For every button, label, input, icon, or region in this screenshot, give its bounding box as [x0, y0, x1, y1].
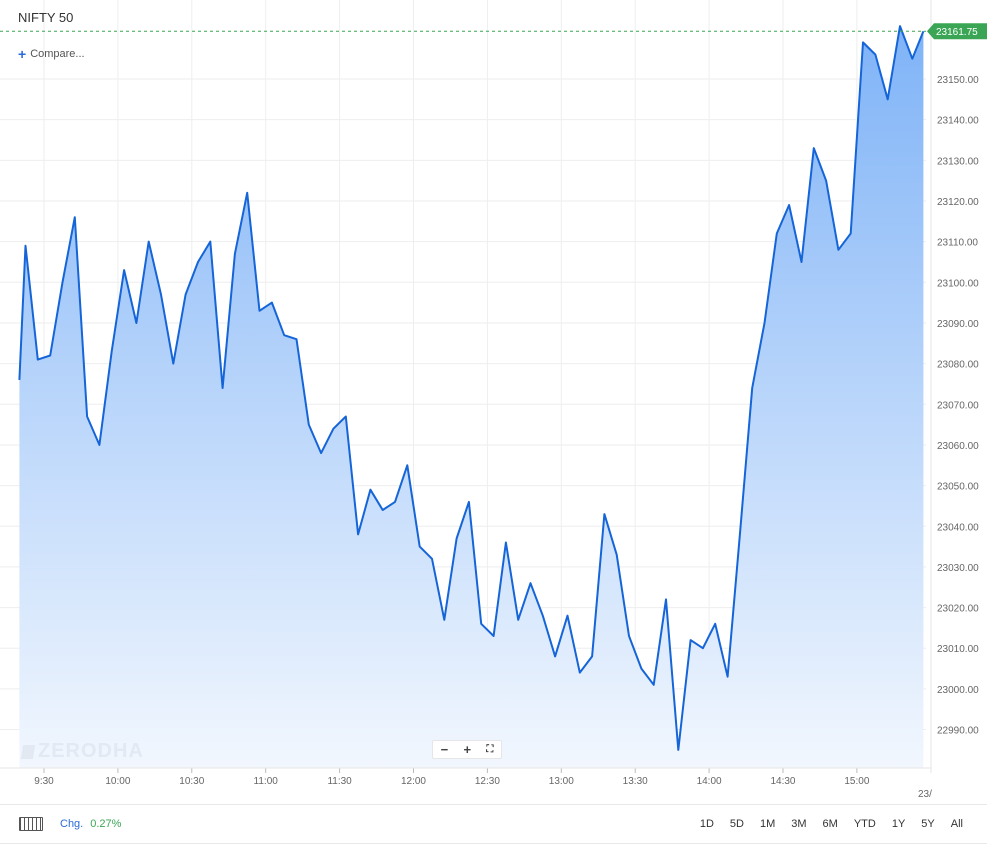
x-tick-label: 13:30 [623, 776, 648, 787]
watermark-text: ZERODHA [38, 740, 144, 762]
y-axis: 22990.00 23000.00 23010.00 23020.00 23030.00… [930, 0, 979, 773]
watermark-logo: ZERODHA [20, 740, 144, 763]
x-tick-label: 12:30 [475, 776, 500, 787]
y-tick-label: 23100.00 [937, 278, 979, 289]
y-tick-label: 23030.00 [937, 563, 979, 574]
last-price-tag-shape [927, 23, 987, 40]
zerodha-logo-icon [20, 744, 36, 759]
plus-icon: + [18, 46, 27, 62]
price-chart[interactable]: 22990.00 23000.00 23010.00 23020.00 23030.00… [0, 0, 987, 804]
range-1m[interactable]: 1M [759, 818, 776, 830]
zoom-out-button[interactable]: − [440, 741, 449, 757]
symbol-title: NIFTY 50 [18, 10, 74, 25]
y-tick-label: 23070.00 [937, 400, 979, 411]
price-area-fill [19, 26, 924, 769]
range-5d[interactable]: 5D [729, 818, 744, 830]
x-tick-label: 13:00 [549, 776, 574, 787]
y-tick-label: 23060.00 [937, 441, 979, 452]
keyboard-icon[interactable] [19, 817, 43, 831]
fullscreen-icon[interactable]: ⛶ [486, 743, 494, 755]
x-tick-label: 10:30 [179, 776, 204, 787]
y-tick-label: 23130.00 [937, 156, 979, 167]
y-tick-label: 23050.00 [937, 482, 979, 493]
y-tick-label: 23120.00 [937, 197, 979, 208]
range-1d[interactable]: 1D [699, 818, 714, 830]
x-tick-label: 11:30 [327, 776, 352, 787]
x-tick-label: 10:00 [105, 776, 130, 787]
y-tick-label: 23000.00 [937, 685, 979, 696]
range-selector: 1D 5D 1M 3M 6M YTD 1Y 5Y All [692, 818, 971, 830]
last-price-label: 23161.75 [936, 27, 978, 38]
range-5y[interactable]: 5Y [921, 818, 935, 830]
x-tick-label: 14:30 [770, 776, 795, 787]
x-axis: 9:30 10:00 10:30 11:00 11:30 12:00 12:30 13:00 1… [0, 767, 932, 800]
price-line [18, 25, 925, 751]
x-tick-label: 12:00 [401, 776, 426, 787]
x-tick-label: 9:30 [34, 776, 54, 787]
x-tick-label: 11:00 [254, 776, 279, 787]
range-ytd[interactable]: YTD [853, 818, 876, 830]
y-tick-label: 23020.00 [937, 604, 979, 615]
zoom-controls: − + ⛶ [432, 740, 502, 759]
y-tick-label: 23040.00 [937, 522, 979, 533]
range-3m[interactable]: 3M [791, 818, 807, 830]
last-price-tag: 23161.75 [927, 23, 987, 40]
date-label: 23/ [918, 789, 932, 800]
range-6m[interactable]: 6M [822, 818, 838, 830]
compare-button[interactable]: + Compare... [18, 46, 85, 62]
chart-footer: Chg. 0.27% 1D 5D 1M 3M 6M YTD 1Y 5Y All [0, 804, 987, 844]
y-tick-label: 23090.00 [937, 319, 979, 330]
y-tick-label: 23010.00 [937, 644, 979, 655]
y-tick-label: 22990.00 [937, 726, 979, 737]
y-tick-label: 23150.00 [937, 75, 979, 86]
compare-label: Compare... [30, 48, 85, 60]
change-value: 0.27% [90, 818, 122, 830]
range-all[interactable]: All [950, 818, 963, 830]
zoom-in-button[interactable]: + [463, 741, 472, 757]
x-tick-label: 14:00 [697, 776, 722, 787]
y-tick-label: 23080.00 [937, 360, 979, 371]
x-tick-label: 15:00 [844, 776, 869, 787]
y-tick-label: 23110.00 [937, 238, 978, 249]
change-label[interactable]: Chg. [60, 818, 84, 830]
range-1y[interactable]: 1Y [891, 818, 906, 830]
y-tick-label: 23140.00 [937, 116, 979, 127]
